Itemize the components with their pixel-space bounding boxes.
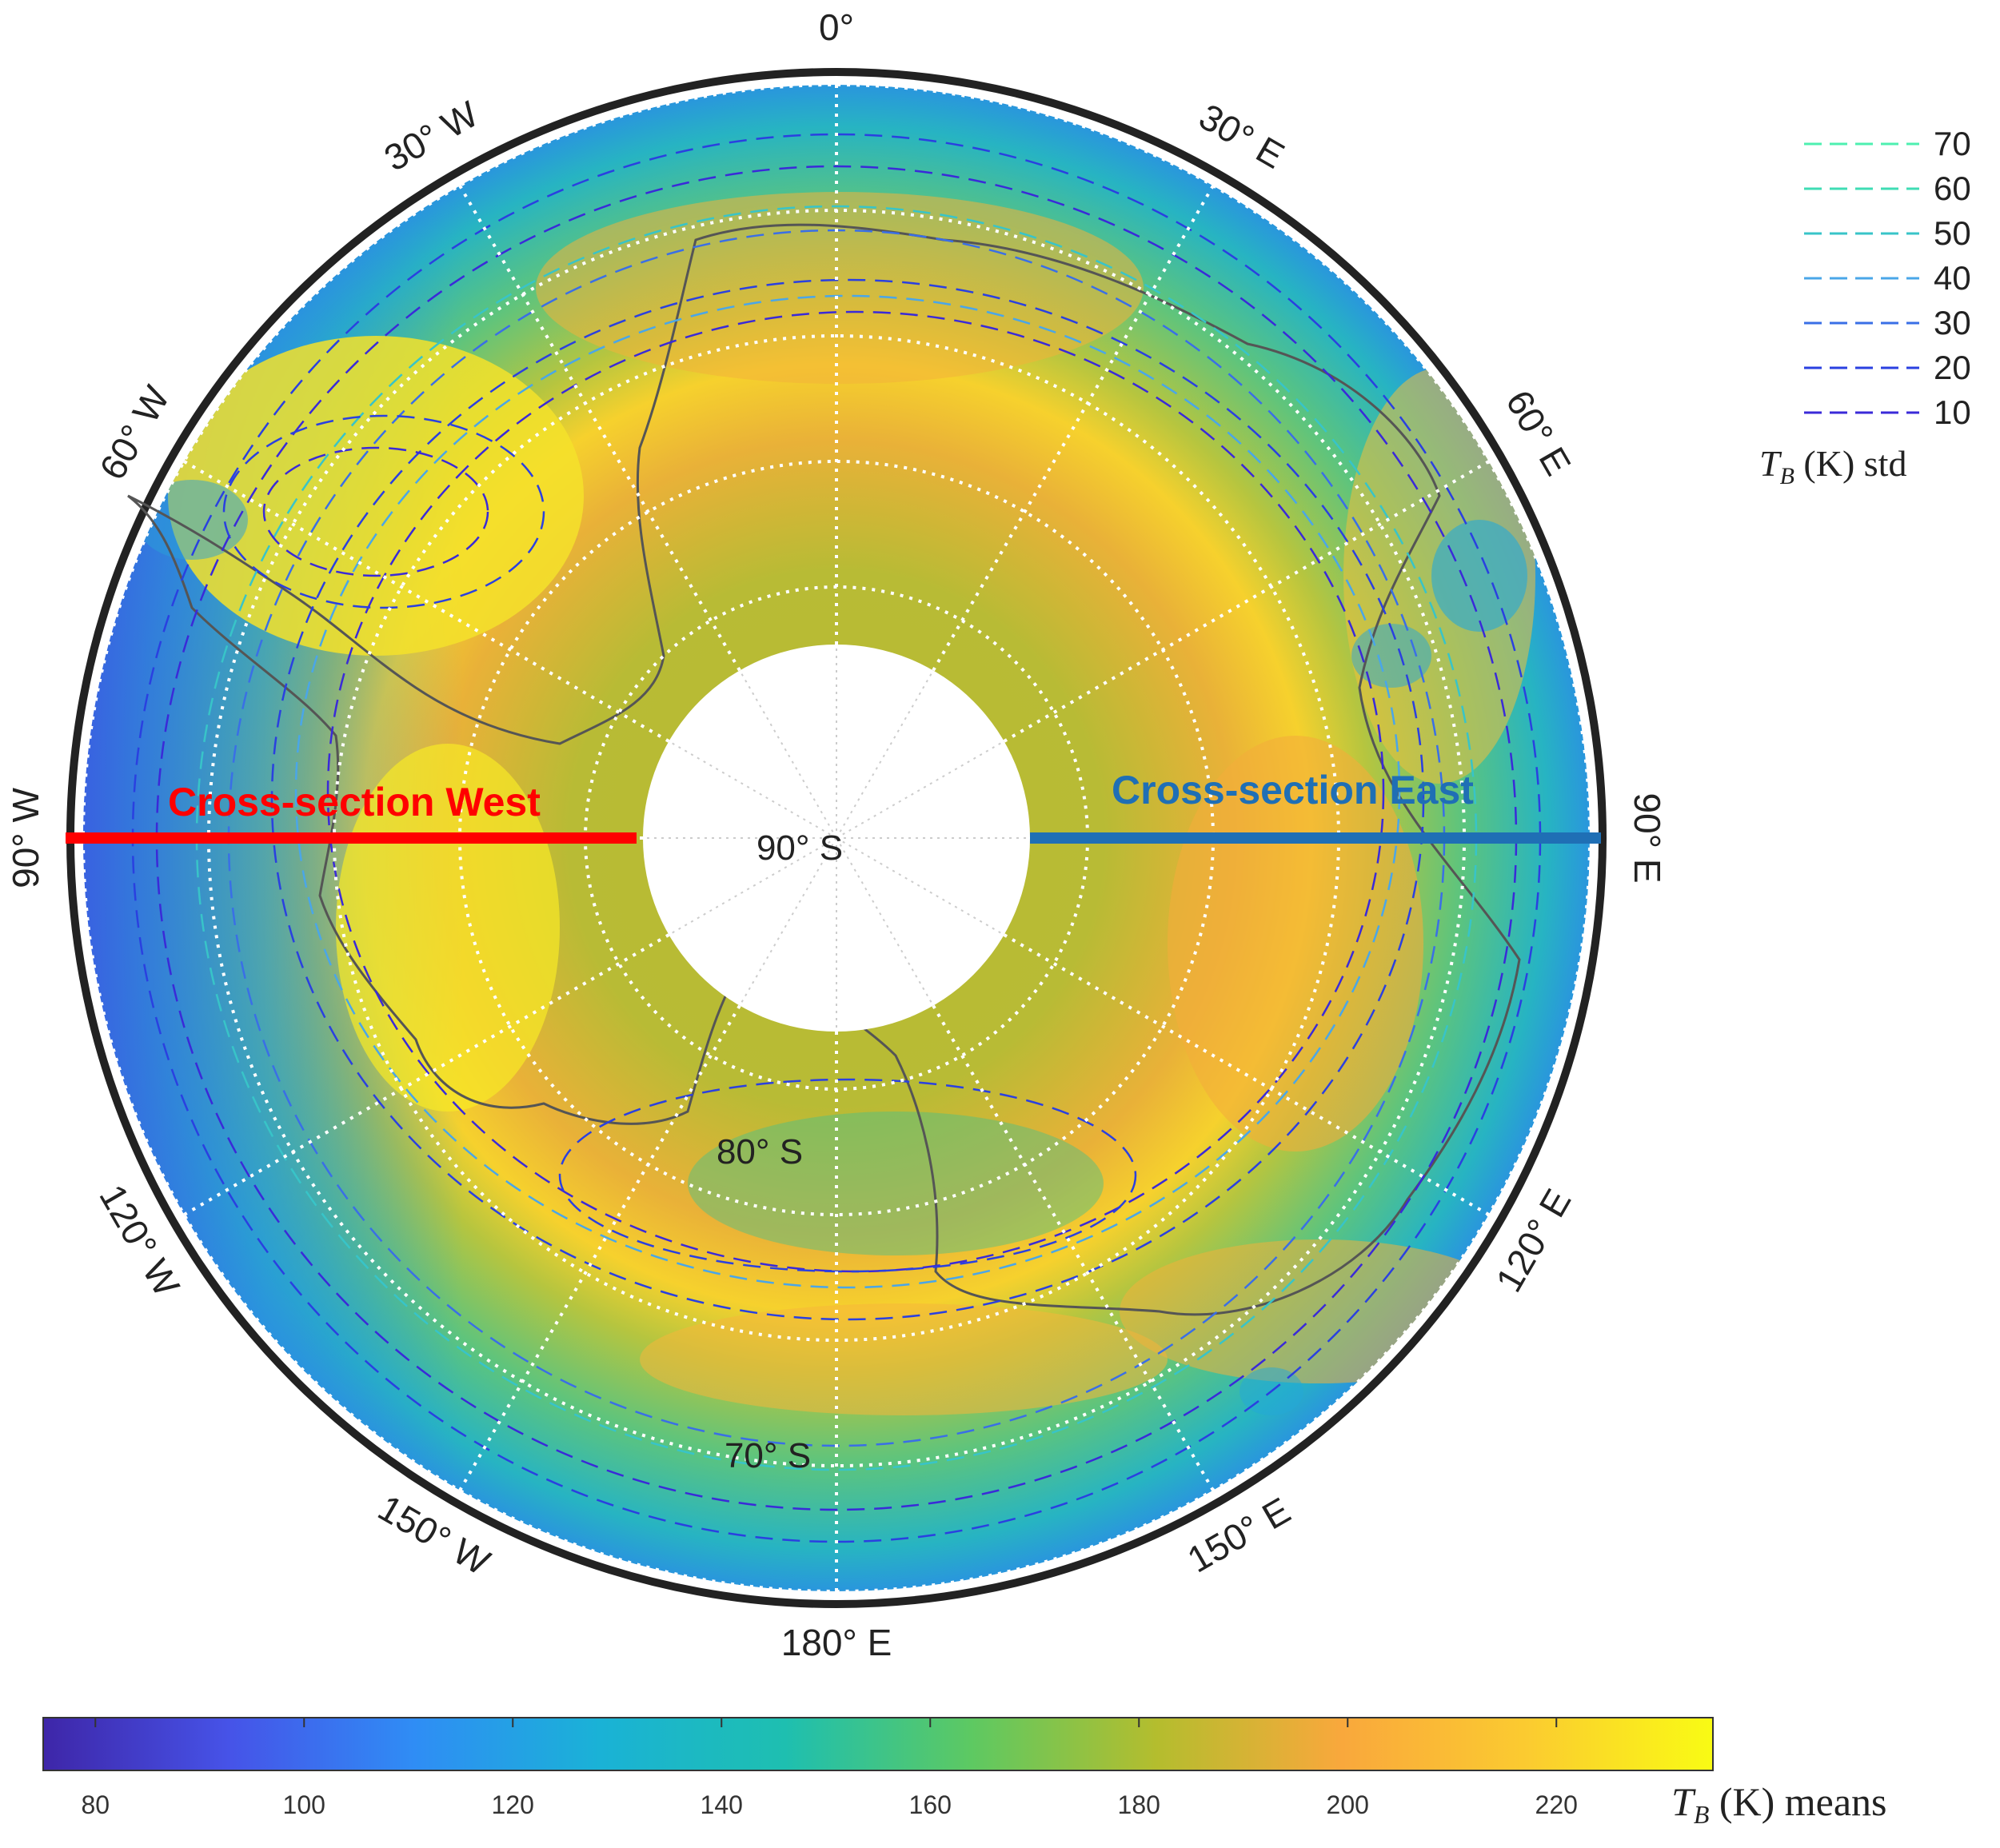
lon-label-4: 120° E [1487, 1182, 1579, 1299]
cross-section-east-label: Cross-section East [1112, 768, 1474, 812]
meridian-60 [1003, 460, 1490, 743]
pole-spoke-120 [836, 837, 1004, 935]
std-legend-title: TB (K) std [1759, 443, 1906, 489]
colorbar-tick-label-120: 120 [492, 1790, 534, 1819]
lat-label-70s: 70° S [725, 1436, 811, 1475]
meridian-330 [458, 185, 741, 672]
lat-label-80s: 80° S [717, 1132, 803, 1171]
meridian-210 [458, 1004, 741, 1491]
pole-spoke-330 [740, 671, 837, 839]
pole-spoke-210 [740, 837, 837, 1005]
std-legend-label-60: 60 [1934, 170, 1971, 207]
std-legend: 70 60 50 40 30 20 10 [1804, 125, 1971, 431]
pole-spoke-300 [669, 741, 837, 839]
pole-spoke-240 [669, 837, 837, 935]
meridian-240 [183, 933, 670, 1216]
std-legend-label-10: 10 [1934, 393, 1971, 431]
colorbar-tick-label-160: 160 [909, 1790, 952, 1819]
meridian-300 [183, 460, 670, 743]
meridian-30 [932, 185, 1215, 672]
colorbar-title: TB (K) means [1671, 1779, 1887, 1829]
std-legend-label-40: 40 [1934, 259, 1971, 297]
lon-label-0: 0° [819, 6, 854, 48]
lon-label-6: 180° E [781, 1622, 892, 1663]
cross-section-west-label: Cross-section West [168, 780, 541, 824]
pole-spoke-60 [836, 741, 1004, 839]
lon-label-8: 120° W [91, 1178, 188, 1304]
meridian-150 [932, 1004, 1215, 1491]
colorbar-tick-label-200: 200 [1327, 1790, 1369, 1819]
colorbar-tick-label-180: 180 [1118, 1790, 1160, 1819]
colorbar-tick-label-80: 80 [81, 1790, 110, 1819]
std-legend-label-70: 70 [1934, 125, 1971, 162]
std-legend-label-30: 30 [1934, 304, 1971, 341]
pole-spoke-30 [836, 671, 933, 839]
lon-label-5: 150° E [1180, 1489, 1297, 1580]
pole-spoke-150 [836, 837, 933, 1005]
pole-spokes [645, 646, 1028, 1030]
std-legend-label-50: 50 [1934, 214, 1971, 252]
colorbar-tick-label-220: 220 [1535, 1790, 1578, 1819]
colorbar [42, 1717, 1714, 1771]
meridian-120 [1003, 933, 1490, 1216]
coastline [127, 223, 1521, 1316]
colorbar-tick-label-100: 100 [283, 1790, 325, 1819]
colorbar-ticks: 80 100 120 140 160 180 200 220 [81, 1718, 1578, 1819]
std-legend-label-20: 20 [1934, 349, 1971, 386]
lon-label-9: 90° W [5, 788, 46, 888]
center-lat-label: 90° S [756, 828, 843, 868]
lon-label-3: 90° E [1627, 792, 1668, 883]
colorbar-tick-label-140: 140 [701, 1790, 743, 1819]
